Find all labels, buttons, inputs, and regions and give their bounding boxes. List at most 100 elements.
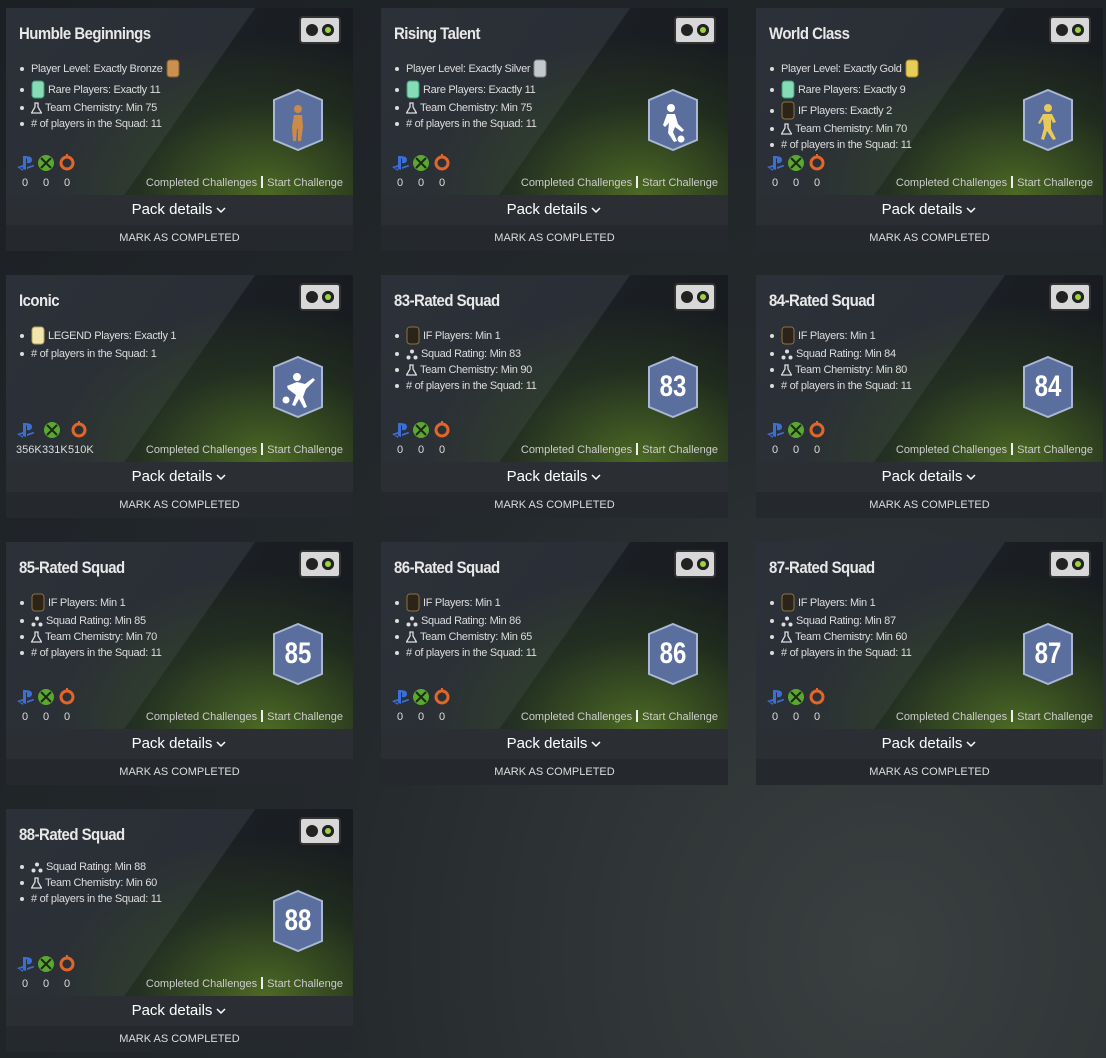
bullet xyxy=(20,619,24,623)
pack-details[interactable]: Pack details xyxy=(6,195,353,225)
toggle[interactable] xyxy=(1049,550,1091,578)
pack-details-label[interactable]: Pack details xyxy=(131,468,213,485)
completed-challenges-link[interactable]: Completed Challenges xyxy=(895,444,1008,456)
origin-icon xyxy=(434,688,450,705)
pack-details-label[interactable]: Pack details xyxy=(131,1002,213,1019)
requirement-text: IF Players: Min 1 xyxy=(423,329,501,342)
bullet xyxy=(395,368,399,372)
toggle-off xyxy=(681,291,693,303)
mark-completed-button[interactable]: MARK AS COMPLETED xyxy=(756,492,1103,518)
badge: 87 xyxy=(1023,622,1073,690)
completed-challenges-link[interactable]: Completed Challenges xyxy=(145,177,258,189)
challenge-links: Completed Challenges Start Challenge xyxy=(896,176,1093,189)
platform-count: 331K xyxy=(42,444,68,456)
pack-details[interactable]: Pack details xyxy=(756,729,1103,759)
mark-completed-button[interactable]: MARK AS COMPLETED xyxy=(6,492,353,518)
pack-details-label[interactable]: Pack details xyxy=(506,201,588,218)
badge-shield xyxy=(273,622,323,686)
toggle[interactable] xyxy=(674,283,716,311)
mark-completed-button[interactable]: MARK AS COMPLETED xyxy=(381,759,728,785)
start-challenge-link[interactable]: Start Challenge xyxy=(642,177,718,189)
mark-completed-button[interactable]: MARK AS COMPLETED xyxy=(381,225,728,251)
bullet xyxy=(20,87,24,92)
badge: 86 xyxy=(648,622,698,690)
start-challenge-link[interactable]: Start Challenge xyxy=(267,177,343,189)
toggle[interactable] xyxy=(299,16,341,44)
completed-challenges-link[interactable]: Completed Challenges xyxy=(145,444,258,456)
start-challenge-link[interactable]: Start Challenge xyxy=(642,711,718,723)
completed-challenges-link[interactable]: Completed Challenges xyxy=(895,177,1008,189)
toggle[interactable] xyxy=(299,550,341,578)
bullet xyxy=(770,333,774,338)
pack-details-label[interactable]: Pack details xyxy=(131,735,213,752)
requirement: LEGEND Players: Exactly 1 xyxy=(18,325,177,346)
separator xyxy=(261,977,264,989)
platform xyxy=(16,955,35,978)
pack-details[interactable]: Pack details xyxy=(756,462,1103,492)
mark-completed-button[interactable]: MARK AS COMPLETED xyxy=(381,492,728,518)
requirement: Team Chemistry: Min 75 xyxy=(18,100,180,116)
start-challenge-link[interactable]: Start Challenge xyxy=(1017,444,1093,456)
pack-details-label[interactable]: Pack details xyxy=(506,468,588,485)
pack-details-label[interactable]: Pack details xyxy=(881,735,963,752)
bronze-icon xyxy=(166,59,180,78)
challenge-card: 83-Rated Squad IF Players: Min 1 Squad Rat… xyxy=(381,275,728,518)
start-challenge-link[interactable]: Start Challenge xyxy=(1017,711,1093,723)
badge: 84 xyxy=(1023,355,1073,423)
completed-challenges-link[interactable]: Completed Challenges xyxy=(520,711,633,723)
platform-count: 0 xyxy=(438,444,446,456)
card-title: 86-Rated Squad xyxy=(394,558,500,577)
toggle[interactable] xyxy=(299,817,341,845)
mark-completed-button[interactable]: MARK AS COMPLETED xyxy=(756,759,1103,785)
playstation-icon xyxy=(392,156,410,171)
pack-details[interactable]: Pack details xyxy=(381,195,728,225)
requirement-text: # of players in the Squad: 11 xyxy=(31,118,162,130)
platform-count: 0 xyxy=(417,177,425,189)
start-challenge-link[interactable]: Start Challenge xyxy=(267,711,343,723)
mark-completed-button[interactable]: MARK AS COMPLETED xyxy=(6,225,353,251)
toggle[interactable] xyxy=(674,550,716,578)
completed-challenges-link[interactable]: Completed Challenges xyxy=(520,444,633,456)
toggle[interactable] xyxy=(674,16,716,44)
xbox-icon xyxy=(38,689,54,705)
pack-details[interactable]: Pack details xyxy=(381,462,728,492)
pack-details-label[interactable]: Pack details xyxy=(881,201,963,218)
start-challenge-link[interactable]: Start Challenge xyxy=(1017,177,1093,189)
mark-completed-button[interactable]: MARK AS COMPLETED xyxy=(6,1026,353,1052)
badge-figure xyxy=(273,355,323,419)
completed-challenges-link[interactable]: Completed Challenges xyxy=(520,177,633,189)
platform-count: 0 xyxy=(792,444,800,456)
badge-figure xyxy=(648,88,698,152)
requirement-text: Squad Rating: Min 86 xyxy=(421,615,521,627)
toggle-off xyxy=(306,24,318,36)
requirement-text: Rare Players: Exactly 11 xyxy=(423,83,536,96)
pack-details-label[interactable]: Pack details xyxy=(881,468,963,485)
card-body: Rising Talent Player Level: Exactly Silve… xyxy=(381,8,728,195)
pack-details[interactable]: Pack details xyxy=(381,729,728,759)
start-challenge-link[interactable]: Start Challenge xyxy=(267,978,343,990)
toggle[interactable] xyxy=(1049,16,1091,44)
challenge-links: Completed Challenges Start Challenge xyxy=(146,710,343,723)
completed-challenges-link[interactable]: Completed Challenges xyxy=(145,978,258,990)
chevron xyxy=(216,1008,226,1015)
pack-details[interactable]: Pack details xyxy=(6,729,353,759)
toggle[interactable] xyxy=(1049,283,1091,311)
pack-details[interactable]: Pack details xyxy=(756,195,1103,225)
mark-completed-button[interactable]: MARK AS COMPLETED xyxy=(6,759,353,785)
toggle-on xyxy=(697,24,709,36)
bullet xyxy=(395,600,399,605)
card-title: 83-Rated Squad xyxy=(394,291,500,310)
challenge-links: Completed Challenges Start Challenge xyxy=(896,443,1093,456)
pack-details[interactable]: Pack details xyxy=(6,462,353,492)
mark-completed-button[interactable]: MARK AS COMPLETED xyxy=(756,225,1103,251)
platform-count: 0 xyxy=(396,444,404,456)
playstation-icon xyxy=(767,690,785,705)
start-challenge-link[interactable]: Start Challenge xyxy=(642,444,718,456)
toggle[interactable] xyxy=(299,283,341,311)
pack-details-label[interactable]: Pack details xyxy=(506,735,588,752)
pack-details[interactable]: Pack details xyxy=(6,996,353,1026)
start-challenge-link[interactable]: Start Challenge xyxy=(267,444,343,456)
completed-challenges-link[interactable]: Completed Challenges xyxy=(895,711,1008,723)
completed-challenges-link[interactable]: Completed Challenges xyxy=(145,711,258,723)
pack-details-label[interactable]: Pack details xyxy=(131,201,213,218)
